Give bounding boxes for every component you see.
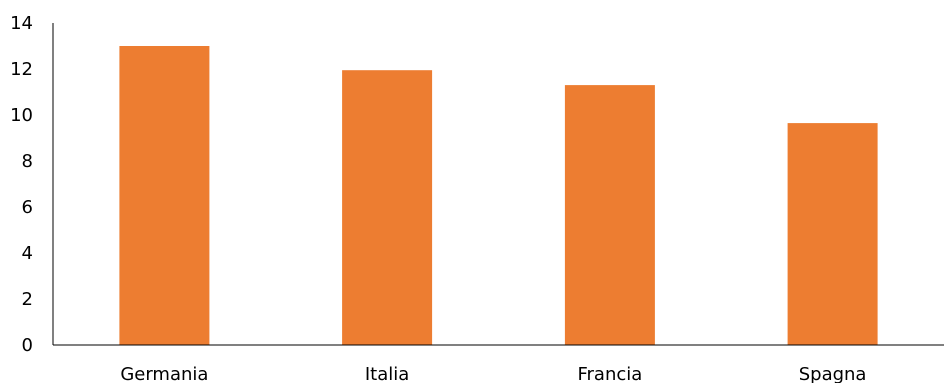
bar-francia [564, 85, 655, 345]
x-category-label-germania: Germania [120, 364, 208, 383]
y-tick-label: 12 [10, 59, 33, 80]
labels-layer: 0 2 4 6 8 10 12 14 Germania Italia Francia Spagna [10, 13, 866, 383]
bars-layer [119, 46, 878, 345]
bar-spagna [787, 123, 878, 345]
y-tick-label: 10 [10, 105, 33, 126]
bar-germania [119, 46, 210, 345]
bar-italia [342, 70, 433, 345]
y-tick-label: 6 [22, 197, 33, 218]
x-category-label-spagna: Spagna [799, 364, 867, 383]
x-category-label-italia: Italia [365, 364, 409, 383]
y-tick-label: 2 [22, 289, 33, 310]
x-category-label-francia: Francia [577, 364, 642, 383]
y-tick-label: 0 [22, 335, 33, 356]
axes-layer [52, 23, 944, 346]
y-tick-label: 8 [22, 151, 33, 172]
y-tick-label: 14 [10, 13, 33, 34]
y-tick-label: 4 [22, 243, 33, 264]
